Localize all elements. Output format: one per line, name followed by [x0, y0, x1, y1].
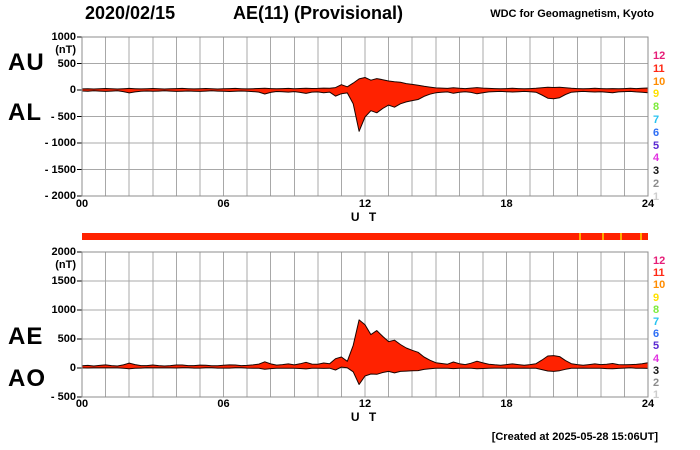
- y-tick-label: 1000: [51, 31, 76, 43]
- y-tick-label: - 2000: [44, 190, 76, 202]
- station-count-1: 1: [653, 190, 660, 203]
- station-count-7: 7: [653, 114, 660, 126]
- station-count-5: 5: [653, 139, 660, 152]
- plot-date: 2020/02/15: [85, 3, 176, 23]
- y-tick-label: 1500: [51, 275, 76, 287]
- station-count-4: 4: [653, 352, 660, 365]
- axis-label-au: AU: [8, 49, 45, 76]
- availability-gap-mark: [602, 233, 605, 240]
- station-count-8: 8: [653, 303, 660, 316]
- y-tick-label: 1000: [51, 304, 76, 316]
- station-count-9: 9: [653, 291, 660, 304]
- y-tick-label: 500: [57, 57, 76, 70]
- station-count-7: 7: [653, 316, 660, 328]
- x-axis-label-ut: U T: [350, 210, 380, 224]
- x-tick-label: 18: [500, 398, 513, 410]
- station-count-3: 3: [653, 165, 660, 178]
- x-axis-label-ut: U T: [350, 410, 380, 424]
- availability-gap-mark: [619, 233, 622, 240]
- station-count-1: 1: [653, 389, 660, 402]
- station-count-6: 6: [653, 126, 660, 139]
- x-tick-label: 00: [75, 198, 89, 210]
- station-count-8: 8: [653, 101, 660, 114]
- station-count-10: 10: [653, 75, 666, 88]
- axis-label-ao: AO: [8, 365, 46, 392]
- station-count-9: 9: [653, 88, 660, 101]
- station-count-10: 10: [653, 279, 666, 292]
- y-tick-label: - 1500: [44, 163, 76, 176]
- station-count-12: 12: [653, 50, 666, 62]
- station-count-11: 11: [653, 267, 665, 280]
- station-count-4: 4: [653, 152, 660, 165]
- station-count-2: 2: [653, 377, 660, 389]
- availability-gap-mark: [578, 233, 581, 240]
- station-count-11: 11: [653, 62, 665, 75]
- y-tick-label: 2000: [51, 246, 76, 258]
- y-tick-label: - 500: [50, 110, 76, 123]
- station-count-6: 6: [653, 328, 660, 341]
- y-tick-label: 0: [69, 84, 76, 96]
- x-tick-label: 24: [641, 398, 655, 410]
- axis-label-al: AL: [8, 99, 42, 126]
- data-source-label: WDC for Geomagnetism, Kyoto: [490, 8, 654, 20]
- x-tick-label: 18: [500, 198, 513, 210]
- created-timestamp: [Created at 2025-05-28 15:06UT]: [491, 431, 658, 443]
- y-tick-label: 500: [57, 333, 76, 345]
- station-count-2: 2: [653, 178, 660, 190]
- station-count-5: 5: [653, 340, 660, 353]
- y-axis-unit: (nT): [55, 44, 76, 56]
- x-tick-label: 06: [217, 398, 230, 410]
- x-tick-label: 06: [217, 198, 230, 210]
- top-panel-chart: [77, 36, 649, 197]
- y-tick-label: 0: [69, 362, 76, 374]
- y-tick-label: - 1000: [44, 137, 76, 149]
- station-count-12: 12: [653, 255, 666, 267]
- page-title: AE(11) (Provisional): [233, 3, 404, 23]
- availability-bar: [82, 233, 648, 240]
- x-tick-label: 12: [358, 398, 372, 410]
- station-count-3: 3: [653, 364, 660, 377]
- axis-label-ae: AE: [8, 323, 44, 350]
- x-tick-label: 00: [75, 398, 89, 410]
- x-tick-label: 12: [358, 198, 372, 210]
- y-tick-label: - 500: [50, 391, 76, 403]
- availability-gap-mark: [639, 233, 642, 240]
- y-axis-unit: (nT): [55, 259, 76, 271]
- x-tick-label: 24: [641, 198, 655, 210]
